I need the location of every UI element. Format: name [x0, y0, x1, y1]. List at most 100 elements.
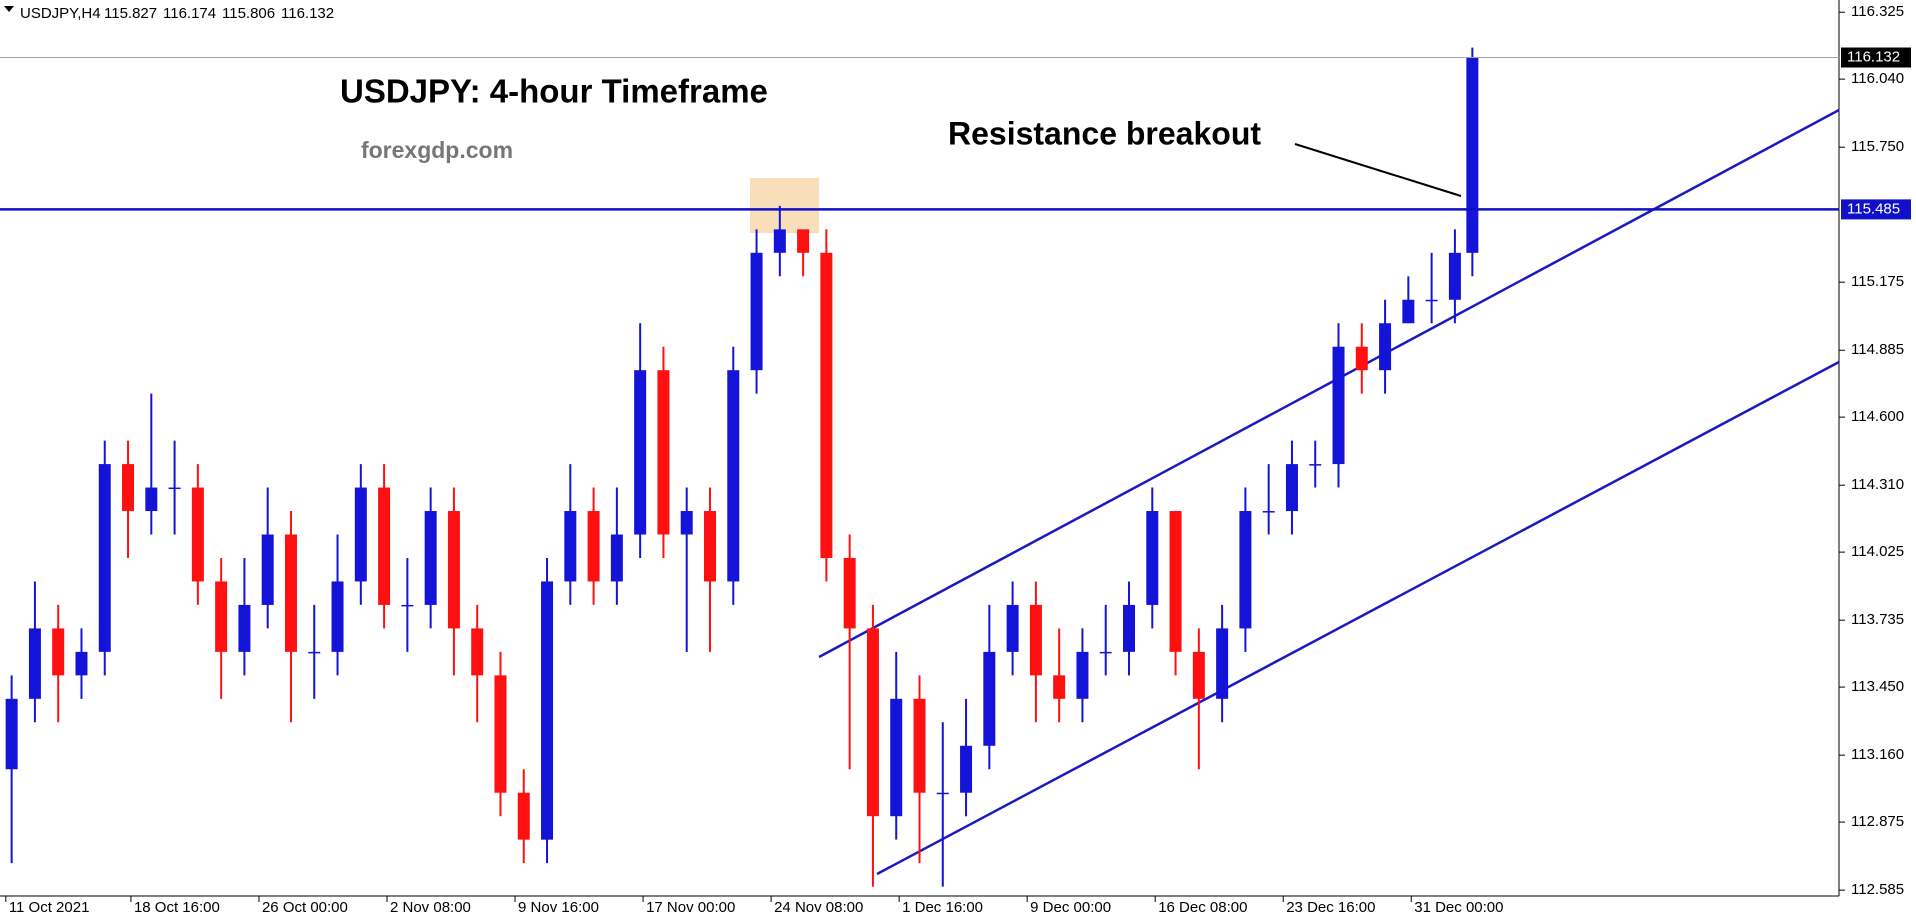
y-tick-label: 115.175	[1851, 273, 1904, 290]
candle-body	[238, 604, 251, 652]
price-label: 116.132	[1847, 48, 1900, 65]
candle-body	[145, 487, 158, 512]
candle-body	[1425, 299, 1438, 302]
candle-body	[1123, 604, 1136, 652]
y-tick-label: 114.600	[1851, 408, 1904, 425]
price-label-box	[1841, 47, 1911, 68]
candle-body	[5, 698, 18, 770]
candle-body	[308, 651, 321, 654]
chart-title: USDJPY: 4-hour Timeframe	[340, 73, 768, 110]
candle-body	[820, 252, 833, 558]
candle-body	[424, 511, 437, 605]
candle-body	[1006, 604, 1019, 652]
candle-body	[890, 698, 903, 817]
y-tick-label: 114.310	[1851, 476, 1904, 493]
candle-body	[750, 252, 763, 371]
candle-body	[1379, 323, 1392, 371]
resistance-highlight	[750, 178, 819, 233]
candle-body	[1332, 346, 1345, 465]
candle-body	[843, 557, 856, 629]
candle-body	[634, 370, 647, 535]
candle-body	[866, 628, 879, 817]
low-value: 115.806	[222, 5, 275, 22]
candle-body	[564, 511, 577, 582]
y-tick-label: 116.325	[1851, 3, 1904, 20]
candle-body	[1076, 651, 1089, 699]
channel-upper	[818, 108, 1840, 659]
x-tick-label: 9 Dec 00:00	[1030, 899, 1111, 916]
candle-body	[1029, 604, 1042, 676]
candle-body	[1216, 628, 1229, 699]
candle-body	[75, 651, 88, 676]
candle-body	[1192, 651, 1205, 699]
candle-body	[797, 229, 810, 253]
candle-body	[122, 464, 135, 512]
candle-body	[1053, 675, 1066, 699]
channel-lower	[876, 360, 1840, 876]
candle-body	[1262, 511, 1275, 513]
candle-body	[1285, 464, 1298, 512]
annotation: Resistance breakout	[948, 115, 1261, 151]
candle-body	[494, 675, 507, 793]
candle-body	[680, 511, 693, 535]
candle-body	[168, 487, 181, 490]
candle-body	[354, 487, 367, 582]
candle-body	[1402, 299, 1415, 324]
candle-body	[773, 229, 786, 253]
candle-body	[1169, 511, 1182, 652]
candle-body	[727, 370, 740, 582]
x-tick-label: 24 Nov 08:00	[774, 899, 863, 916]
candle-body	[471, 628, 484, 676]
annotation-arrow	[1294, 143, 1462, 197]
x-tick-label: 18 Oct 16:00	[134, 899, 220, 916]
candle-body	[284, 534, 297, 652]
close-value: 116.132	[281, 5, 334, 22]
candle-body	[657, 370, 670, 535]
candle-body	[52, 628, 65, 676]
candle-body	[447, 511, 460, 629]
x-tick-label: 2 Nov 08:00	[390, 899, 471, 916]
y-tick-label: 113.160	[1851, 746, 1904, 763]
x-tick-label: 11 Oct 2021	[9, 899, 90, 916]
x-tick-label: 26 Oct 00:00	[262, 899, 348, 916]
subtitle: forexgdp.com	[361, 137, 513, 163]
candle-body	[913, 698, 926, 793]
resistance-label-box	[1841, 199, 1911, 220]
menu-arrow	[4, 6, 14, 12]
candle-body	[517, 792, 530, 840]
y-tick-label: 114.885	[1851, 341, 1904, 358]
x-tick-label: 23 Dec 16:00	[1286, 899, 1375, 916]
candle-body	[703, 511, 716, 582]
y-tick-label: 116.040	[1851, 70, 1904, 87]
candle-body	[587, 511, 600, 582]
candle-body	[98, 464, 111, 652]
candle-body	[936, 792, 949, 795]
candle-body	[1099, 651, 1112, 654]
resistance-label: 115.485	[1847, 200, 1900, 217]
candle-body	[1146, 511, 1159, 605]
candle-body	[1239, 511, 1252, 629]
candle-body	[1309, 464, 1322, 466]
x-tick-label: 17 Nov 00:00	[646, 899, 735, 916]
candle-body	[541, 581, 554, 840]
y-tick-label: 112.585	[1851, 881, 1904, 898]
y-tick-label: 113.735	[1851, 611, 1904, 628]
x-tick-label: 1 Dec 16:00	[902, 899, 983, 916]
high-value: 116.174	[163, 5, 216, 22]
candle-body	[1355, 346, 1368, 371]
open-value: 115.827	[104, 5, 157, 22]
candle-body	[331, 581, 344, 652]
candle-body	[191, 487, 204, 582]
candle-body	[960, 745, 973, 793]
y-tick-label: 115.750	[1851, 138, 1904, 155]
y-tick-label: 114.025	[1851, 543, 1904, 560]
candle-body	[378, 487, 391, 605]
candle-body	[983, 651, 996, 746]
x-tick-label: 16 Dec 08:00	[1158, 899, 1247, 916]
candle-body	[401, 604, 414, 607]
symbol: USDJPY,H4	[20, 5, 101, 22]
y-tick-label: 112.875	[1851, 813, 1904, 830]
candle-body	[610, 534, 623, 582]
